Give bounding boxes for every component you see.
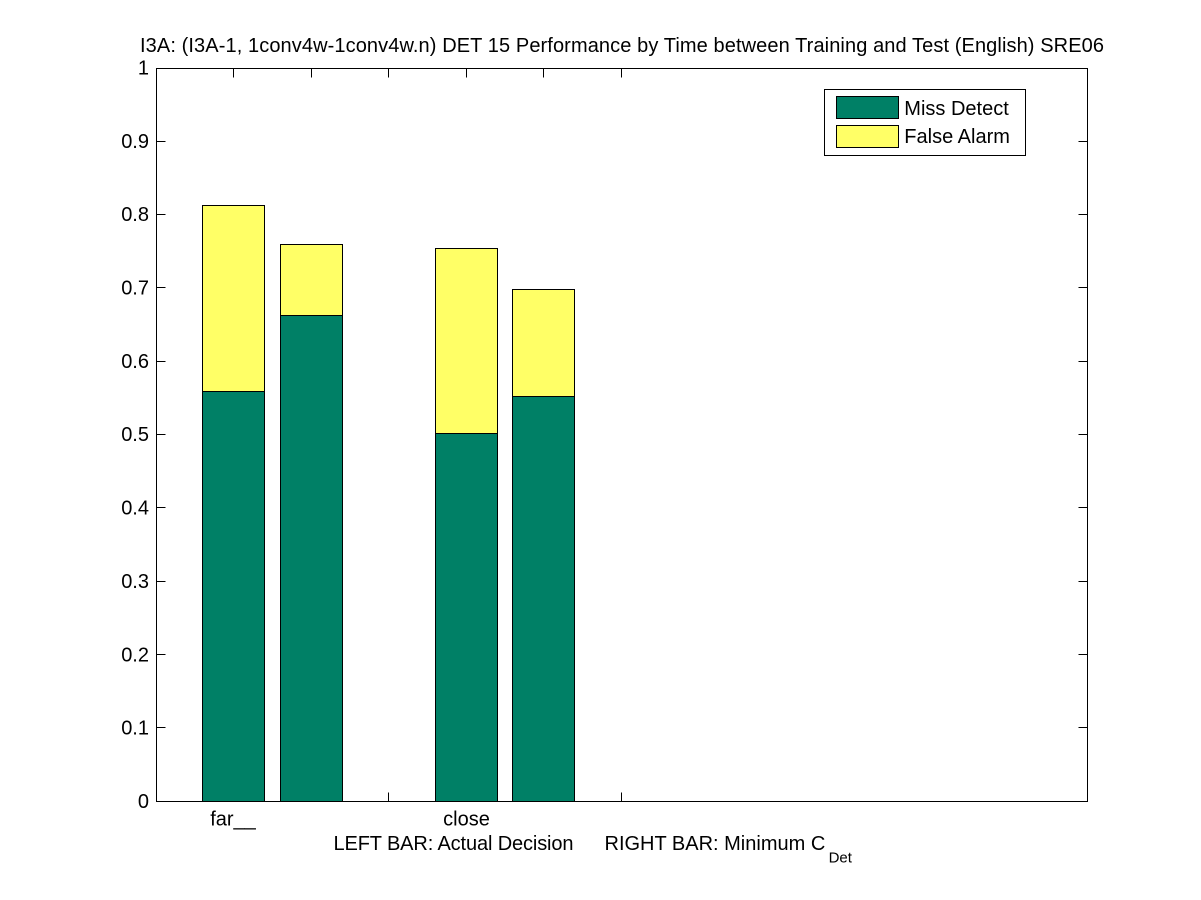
svg-text:close: close bbox=[443, 809, 490, 831]
svg-text:0.5: 0.5 bbox=[121, 424, 149, 446]
svg-text:0.4: 0.4 bbox=[121, 498, 149, 520]
svg-text:0.9: 0.9 bbox=[121, 131, 149, 153]
svg-text:far__: far__ bbox=[210, 809, 256, 831]
svg-text:0.3: 0.3 bbox=[121, 571, 149, 593]
svg-text:I3A: (I3A-1, 1conv4w-1conv4w.n: I3A: (I3A-1, 1conv4w-1conv4w.n) DET 15 P… bbox=[140, 35, 1104, 57]
svg-text:0.6: 0.6 bbox=[121, 351, 149, 373]
svg-text:0.1: 0.1 bbox=[121, 718, 149, 740]
svg-text:0: 0 bbox=[138, 791, 149, 813]
svg-text:LEFT BAR: Actual Decision: LEFT BAR: Actual Decision bbox=[334, 833, 574, 855]
svg-text:0.7: 0.7 bbox=[121, 278, 149, 300]
svg-text:RIGHT BAR: Minimum C: RIGHT BAR: Minimum C bbox=[605, 833, 826, 855]
svg-text:False Alarm: False Alarm bbox=[904, 126, 1010, 148]
svg-text:0.8: 0.8 bbox=[121, 204, 149, 226]
svg-text:0.2: 0.2 bbox=[121, 644, 149, 666]
svg-text:Miss Detect: Miss Detect bbox=[904, 98, 1009, 120]
svg-text:1: 1 bbox=[138, 58, 149, 80]
svg-text:Det: Det bbox=[829, 850, 853, 867]
